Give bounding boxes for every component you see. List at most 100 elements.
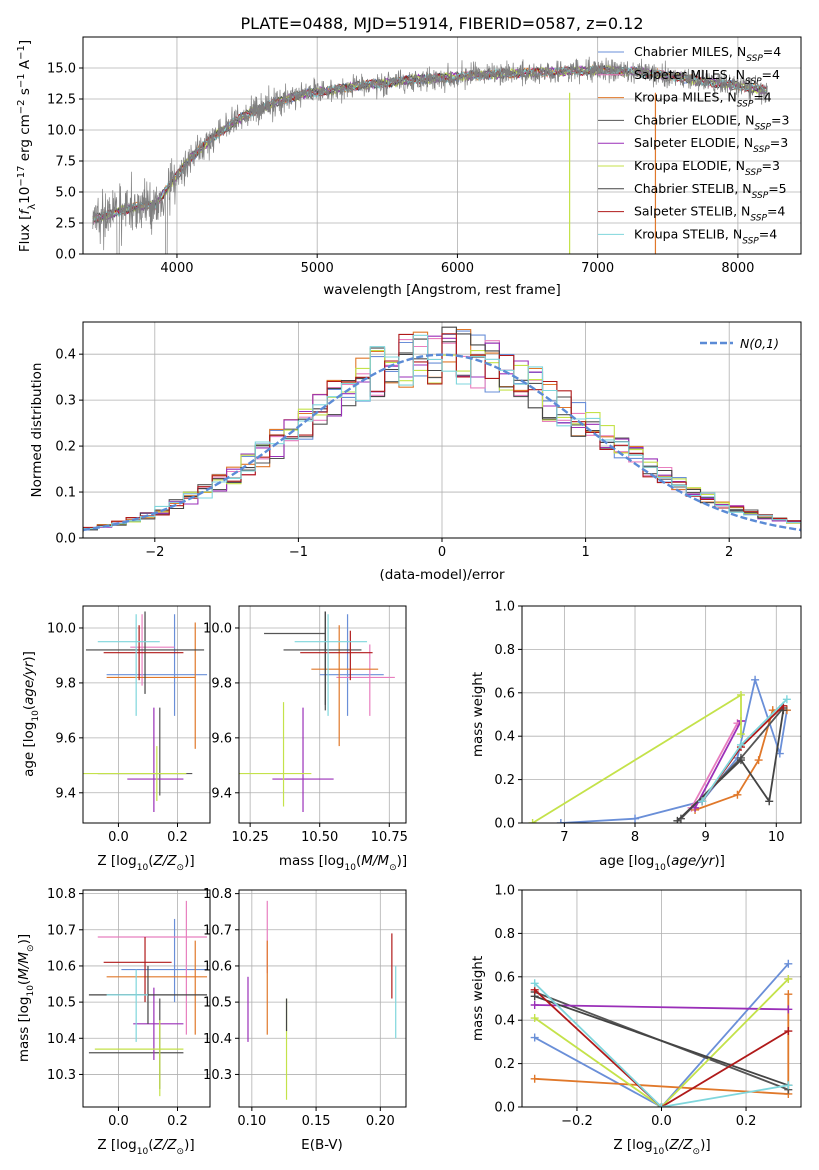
label-part: mass [log: [16, 997, 32, 1063]
figure-title: PLATE=0488, MJD=51914, FIBERID=0587, z=0…: [240, 14, 643, 33]
y-tick-label: 9.4: [55, 786, 76, 801]
axes-frame: [238, 889, 407, 1108]
weight-marker-kroupa-miles: [733, 790, 742, 799]
weight-line-salpeter-elodie: [694, 720, 742, 809]
axes-frame: [521, 889, 802, 1108]
normal-legend-label: N(0,1): [740, 336, 779, 351]
weight-line-kroupa-stelib: [534, 982, 789, 1107]
x-tick-label: 0.0: [651, 1114, 672, 1129]
legend-label-sub: SSP: [737, 100, 754, 110]
legend-label-text: Chabrier ELODIE, N: [634, 112, 754, 127]
y-tick-label: 10.4: [47, 1032, 76, 1047]
label-part: age/yr: [21, 660, 37, 705]
y-tick-label: 0.6: [494, 970, 515, 985]
legend-label-text: Kroupa ELODIE, N: [634, 158, 745, 173]
y-tick-label: 10.7: [203, 923, 232, 938]
axes-frame: [82, 605, 211, 824]
label-part: ⊙: [693, 1147, 701, 1157]
y-tick-label: 12.5: [47, 93, 76, 108]
label-part: (: [356, 853, 361, 869]
x-tick-label: 5000: [301, 261, 334, 276]
weight-marker-kroupa-stelib: [530, 979, 539, 988]
spectrum-plot: [92, 56, 768, 254]
x-axis-label: mass [log10(M/M⊙)]: [279, 853, 407, 873]
weight-line-chabrier-stelib: [534, 995, 789, 1087]
y-axis-label: mass weight: [470, 956, 486, 1041]
y-tick-label: 5.0: [55, 186, 76, 201]
x-tick-label: 9: [702, 830, 710, 845]
age-vs-mass-plot: [239, 611, 395, 813]
x-tick-label: 0.10: [237, 1114, 266, 1129]
weight-line-salpeter-elodie: [534, 1004, 789, 1011]
y-tick-label: 9.4: [211, 786, 232, 801]
y-tick-label: 10.6: [203, 959, 232, 974]
x-tick-label: 1: [581, 545, 589, 560]
y-tick-label: 10.7: [47, 923, 76, 938]
y-tick-label: 10.4: [203, 1032, 232, 1047]
y-tick-label: 10.3: [47, 1068, 76, 1083]
legend-label-text: Kroupa STELIB, N: [634, 226, 742, 241]
x-tick-label: 10.50: [301, 830, 338, 845]
y-label-part: −1: [16, 45, 27, 60]
age-vs-mass-panel: 10.25 10.50 10.75 9.4 9.6 9.8 10.0 mass [log10(…: [203, 605, 408, 873]
label-part: (: [16, 980, 32, 985]
x-tick-label: 2: [725, 545, 733, 560]
y-axis-label: age [log10(age/yr)]: [21, 651, 41, 777]
y-tick-label: 10.3: [203, 1068, 232, 1083]
label-part: 10: [137, 1147, 149, 1157]
label-part: (: [664, 1137, 669, 1153]
weight-marker-chabrier-stelib: [673, 816, 682, 823]
label-part: M/M: [16, 952, 32, 980]
y-tick-label: 1.0: [494, 884, 515, 899]
legend-label-tail: =4: [762, 67, 780, 82]
label-part: 10: [653, 1147, 665, 1157]
weight-marker-kroupa-stelib: [657, 1103, 666, 1107]
weight-vs-Z-panel: −0.2 0.0 0.2 0.0 0.2 0.4 0.6 0.8 1.0 mass weight Z…: [470, 884, 802, 1157]
y-tick-label: 0.1: [55, 486, 76, 501]
y-tick-label: 10.0: [47, 124, 76, 139]
legend-label-tail: =4: [759, 226, 777, 241]
label-part: age [log: [599, 853, 654, 869]
legend-label-text: Salpeter ELODIE, N: [634, 135, 753, 150]
legend-label: Kroupa STELIB, NSSP=4: [634, 226, 777, 246]
y-tick-label: 9.6: [55, 731, 76, 746]
x-tick-label: 8000: [721, 261, 754, 276]
spectrum-panel: 4000 5000 6000 7000 8000 0.0 2.5 5.0 7.5 10.0 12.5…: [16, 36, 802, 298]
legend-label-sub: SSP: [742, 236, 759, 246]
x-tick-label: 10: [768, 830, 785, 845]
mass-vs-Z-plot: [88, 900, 208, 1097]
normal-curve: [83, 353, 801, 532]
legend-label-text: Salpeter MILES, N: [634, 67, 745, 82]
label-part: Z [log: [97, 853, 136, 869]
legend-label-text: Salpeter STELIB, N: [634, 204, 750, 219]
weight-marker-kroupa-elodie: [736, 690, 745, 699]
weight-vs-age-panel: 7 8 9 10 0.0 0.2 0.4 0.6 0.8 1.0 mass weight age [l…: [470, 600, 802, 873]
y-tick-label: 0.8: [494, 643, 515, 658]
y-tick-label: 9.8: [211, 676, 232, 691]
x-tick-label: 6000: [441, 261, 474, 276]
label-part: ⊙: [177, 1147, 185, 1157]
age-vs-Z-plot: [83, 611, 208, 813]
weight-marker-kroupa-miles: [530, 1074, 539, 1083]
weight-vs-age-plot: [528, 675, 791, 823]
x-tick-label: 4000: [160, 261, 193, 276]
legend-label: Chabrier ELODIE, NSSP=3: [634, 112, 789, 132]
label-part: age/yr: [671, 853, 716, 869]
label-part: )]: [21, 651, 37, 662]
weight-marker-kroupa-stelib: [782, 695, 791, 704]
age-vs-Z-panel: 0.0 0.29.49.69.810.0Z [log10(Z/Z⊙)]age [l…: [21, 605, 211, 873]
y-tick-label: 10.5: [203, 996, 232, 1011]
y-label-part: −2: [16, 99, 27, 114]
y-tick-label: 0.2: [494, 1057, 515, 1072]
weight-marker-kroupa-stelib: [698, 797, 707, 806]
y-tick-label: 0.6: [494, 686, 515, 701]
y-tick-label: 0.0: [494, 1101, 515, 1116]
y-label-part: f: [17, 208, 33, 215]
y-tick-label: 10.6: [47, 959, 76, 974]
y-label-part: A: [17, 59, 33, 73]
y-axis-label: Flux [fλ10−17 erg cm−2 s−1 A−1]: [16, 40, 38, 252]
label-part: age [log: [21, 722, 37, 777]
legend-label-tail: =5: [768, 181, 786, 196]
y-tick-label: 0.8: [494, 927, 515, 942]
legend-label: Salpeter MILES, NSSP=4: [634, 67, 780, 87]
